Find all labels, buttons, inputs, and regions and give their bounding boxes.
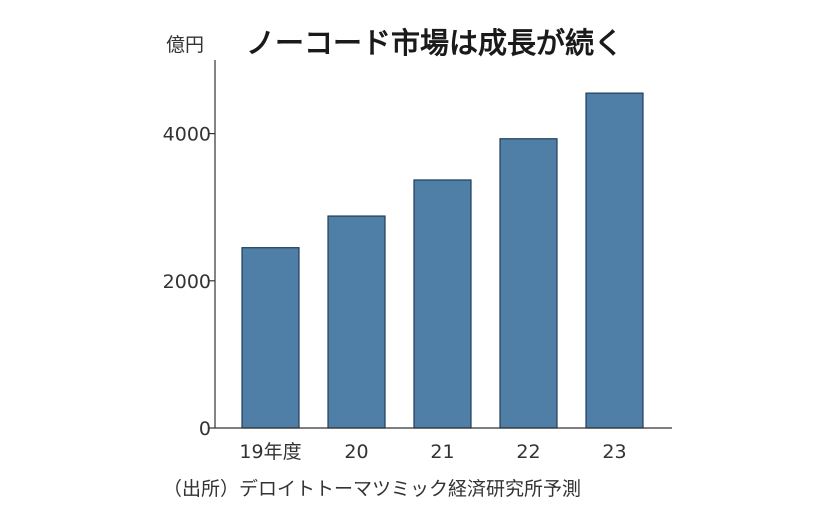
y-tick-label: 2000 [163, 271, 211, 293]
x-tick-label: 20 [344, 441, 368, 463]
bar-3 [413, 179, 472, 429]
x-tick-label: 21 [430, 441, 454, 463]
axes-group [209, 60, 672, 429]
bar-4 [499, 138, 558, 429]
y-tick-label: 0 [199, 418, 211, 440]
chart-title: ノーコード市場は成長が続く [246, 26, 624, 60]
x-tick-label: 23 [602, 441, 626, 463]
source-note: （出所）デロイトトーマツミック経済研究所予測 [163, 478, 582, 500]
y-tick-label: 4000 [163, 124, 211, 146]
bar-1 [241, 247, 300, 429]
bar-5 [585, 92, 644, 429]
tick-labels-group: 19年度 20 21 22 23 0 2000 4000 [163, 124, 627, 463]
bar-2 [327, 215, 386, 429]
x-tick-label: 19年度 [239, 441, 301, 463]
x-tick-label: 22 [516, 441, 540, 463]
bars-group [241, 92, 644, 429]
y-axis-unit-label: 億円 [166, 34, 205, 56]
